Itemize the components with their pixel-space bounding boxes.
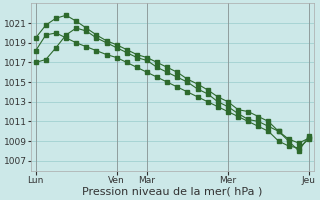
X-axis label: Pression niveau de la mer( hPa ): Pression niveau de la mer( hPa ) bbox=[82, 187, 262, 197]
